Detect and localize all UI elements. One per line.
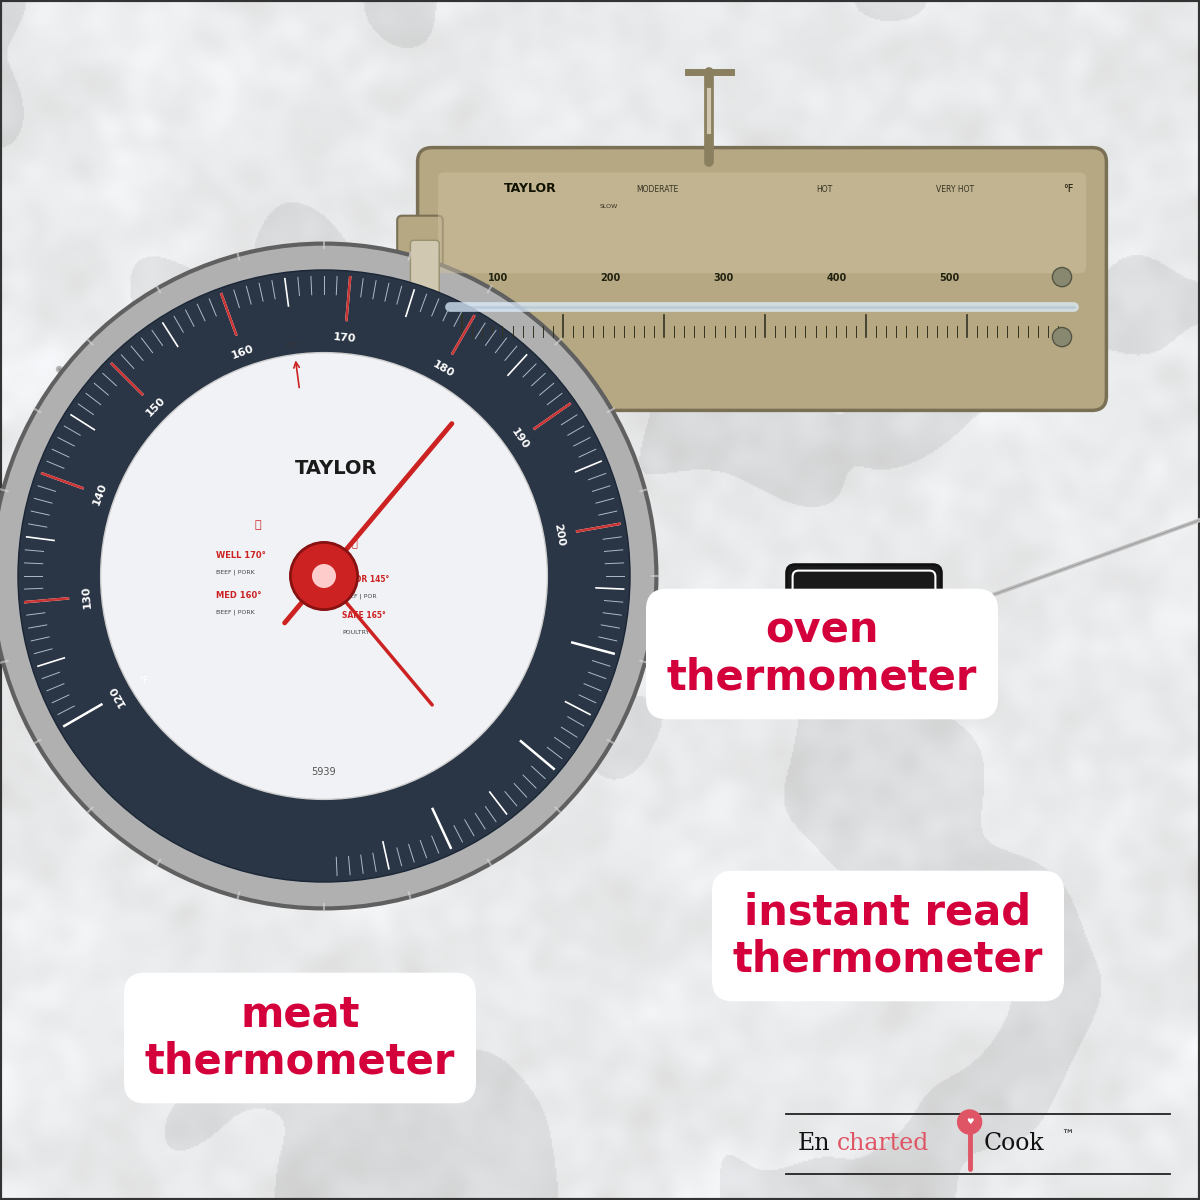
FancyBboxPatch shape xyxy=(418,148,1106,410)
Text: 130: 130 xyxy=(80,584,92,608)
Circle shape xyxy=(958,1110,982,1134)
FancyBboxPatch shape xyxy=(438,173,1086,274)
Text: MEDR 145°: MEDR 145° xyxy=(342,575,389,584)
Text: TAYLOR: TAYLOR xyxy=(295,458,377,478)
Text: 100: 100 xyxy=(488,272,508,283)
Text: BEEF | PORK: BEEF | PORK xyxy=(216,610,254,614)
FancyBboxPatch shape xyxy=(410,240,439,329)
Text: MED 160°: MED 160° xyxy=(216,590,262,600)
Text: HOT: HOT xyxy=(816,185,833,194)
Circle shape xyxy=(0,244,656,908)
Text: meat
thermometer: meat thermometer xyxy=(145,994,455,1082)
Text: 200: 200 xyxy=(552,522,566,547)
Text: 170: 170 xyxy=(332,332,356,344)
Text: °F: °F xyxy=(139,676,149,684)
Text: 180: 180 xyxy=(431,359,456,379)
Text: charted: charted xyxy=(836,1132,929,1156)
Text: ™: ™ xyxy=(1061,1129,1073,1141)
Circle shape xyxy=(18,270,630,882)
FancyBboxPatch shape xyxy=(809,614,919,665)
Text: POULTRY: POULTRY xyxy=(342,630,370,635)
Text: 300: 300 xyxy=(714,272,733,283)
Text: En: En xyxy=(798,1132,830,1156)
Text: ♥: ♥ xyxy=(966,1117,973,1127)
Text: ON: ON xyxy=(842,638,851,643)
Text: 140: 140 xyxy=(91,481,108,508)
Text: SAFE 165°: SAFE 165° xyxy=(342,611,385,620)
Text: Cook: Cook xyxy=(984,1132,1045,1156)
Text: instant read
thermometer: instant read thermometer xyxy=(733,892,1043,980)
FancyBboxPatch shape xyxy=(397,216,443,354)
Text: 400: 400 xyxy=(827,272,846,283)
Text: BEEF | POR: BEEF | POR xyxy=(342,594,377,599)
Text: 500: 500 xyxy=(940,272,959,283)
Text: MODERATE: MODERATE xyxy=(636,185,678,194)
FancyBboxPatch shape xyxy=(787,565,942,683)
Circle shape xyxy=(1052,268,1072,287)
Text: BEEF | PORK: BEEF | PORK xyxy=(216,570,254,575)
Text: 88.8: 88.8 xyxy=(852,634,876,644)
Text: °F: °F xyxy=(1063,184,1073,194)
Text: WELL 170°: WELL 170° xyxy=(216,551,266,560)
Text: OFF: OFF xyxy=(808,638,816,643)
Text: TAYLOR: TAYLOR xyxy=(851,594,889,604)
Text: oven
thermometer: oven thermometer xyxy=(667,610,977,698)
Text: 150: 150 xyxy=(144,396,167,419)
Text: TAYLOR: TAYLOR xyxy=(504,182,557,194)
Circle shape xyxy=(1052,328,1072,347)
Circle shape xyxy=(312,564,336,588)
Text: 200: 200 xyxy=(601,272,620,283)
Text: 🐄: 🐄 xyxy=(254,520,262,530)
Text: 🐖: 🐖 xyxy=(352,538,356,548)
Circle shape xyxy=(101,353,547,799)
Circle shape xyxy=(290,542,358,610)
Text: VERY HOT: VERY HOT xyxy=(936,185,974,194)
Text: 5939: 5939 xyxy=(312,767,336,776)
Text: 160: 160 xyxy=(229,343,256,360)
Text: 165°: 165° xyxy=(284,342,301,348)
Text: SLOW: SLOW xyxy=(600,204,618,209)
Text: ®: ® xyxy=(888,596,895,602)
Text: 190: 190 xyxy=(509,427,530,451)
Text: 120: 120 xyxy=(107,683,127,708)
